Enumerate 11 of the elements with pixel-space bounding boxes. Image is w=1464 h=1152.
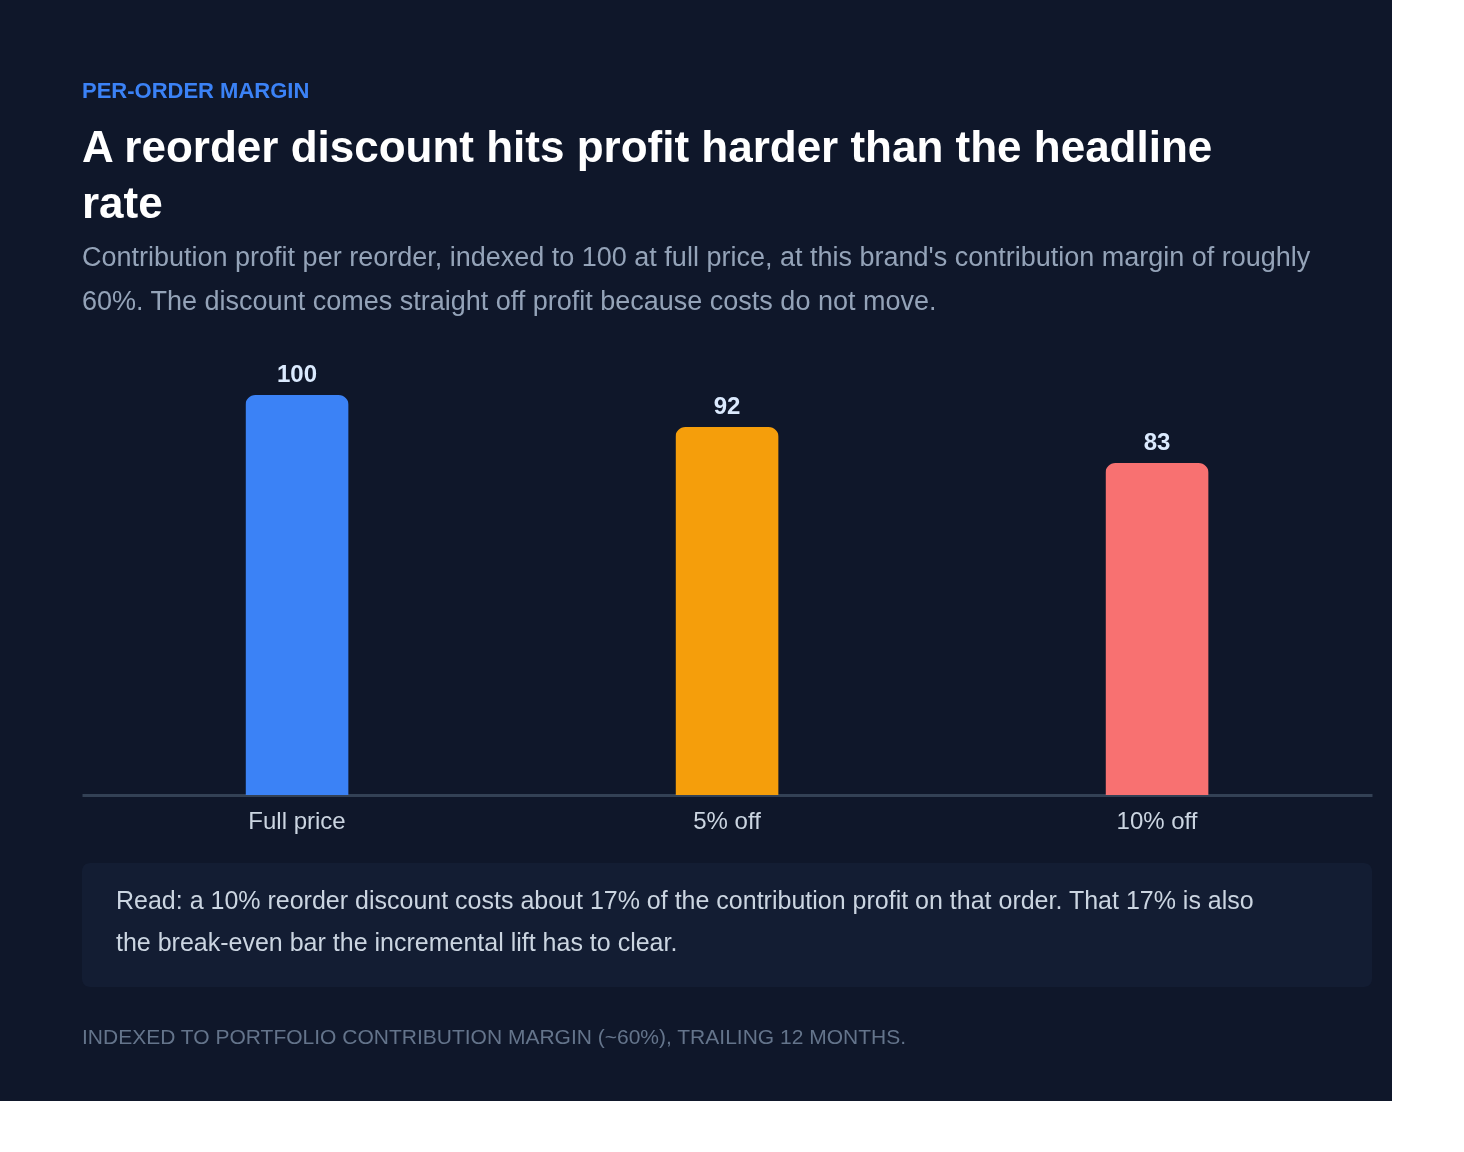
text: INDEXED TO PORTFOLIO CONTRIBUTION MARGIN (~60%), TRAILING 12 MONTHS. — [82, 1025, 906, 1048]
x-tick-label: Full price — [248, 806, 346, 834]
text: Read: a 10% reorder discount costs about 17% of the contribution profit on that order. That 17% is also the break-even bar the incremental lift has to clear. — [116, 886, 1254, 956]
chart-title: A reorder discount hits profit harder than the headline rate — [82, 122, 1213, 227]
x-tick-label: 5% off — [693, 806, 762, 834]
data-label: 100 — [276, 360, 318, 387]
x-tick-label: 10% off — [1116, 806, 1198, 834]
data-label: 83 — [1143, 428, 1171, 455]
data-label: 92 — [713, 392, 741, 419]
text: PER-ORDER MARGIN — [82, 78, 310, 103]
chart-subtitle: Contribution profit per reorder, indexed to 100 at full price, at this brand's contribution margin of roughly 60%. The discount comes straight off profit because costs do not move. — [82, 242, 1311, 316]
